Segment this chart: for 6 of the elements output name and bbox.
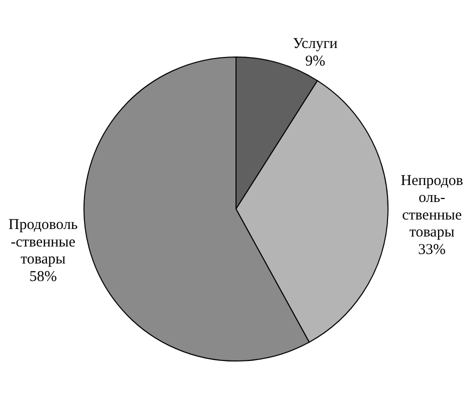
slice-label: Услуги — [292, 36, 338, 52]
data-label: 58% — [29, 268, 57, 285]
data-label: 9% — [305, 53, 326, 70]
slice-label: Непродов оль- ственные товары — [400, 172, 464, 241]
slice-label: Продоволь -ственные товары — [8, 217, 78, 268]
data-label: 33% — [418, 242, 446, 258]
